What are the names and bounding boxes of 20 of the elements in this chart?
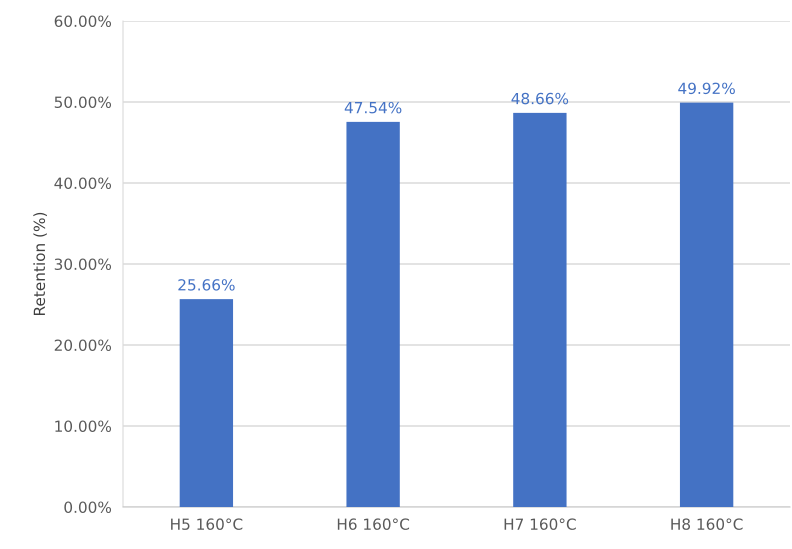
y-tick-label: 20.00% [54, 339, 112, 352]
data-label: 25.66% [178, 279, 235, 291]
bar [180, 299, 234, 507]
bar [346, 122, 400, 507]
data-label: 47.54% [344, 102, 402, 114]
data-label: 48.66% [511, 92, 568, 104]
y-tick-label: 60.00% [54, 15, 112, 28]
y-tick-label: 40.00% [54, 177, 112, 190]
y-tick-label: 30.00% [54, 258, 112, 270]
y-tick-label: 10.00% [55, 420, 112, 432]
x-tick-label: H7 160°C [504, 518, 576, 530]
bar [513, 112, 567, 507]
y-tick-label: 50.00% [54, 96, 112, 108]
x-tick-label: H8 160°C [671, 518, 743, 530]
y-tick-label: 0.00% [64, 501, 112, 514]
x-tick-label: H6 160°C [338, 518, 410, 530]
y-axis-title: Retention (%) [33, 212, 47, 315]
x-tick-label: H5 160°C [171, 518, 242, 530]
data-label: 49.92% [678, 82, 735, 94]
bar [680, 102, 734, 507]
